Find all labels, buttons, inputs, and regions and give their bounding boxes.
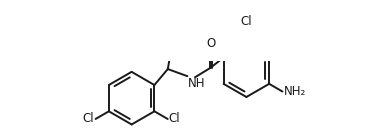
- Text: Cl: Cl: [83, 112, 95, 126]
- Text: O: O: [207, 37, 216, 50]
- Text: NH: NH: [188, 77, 205, 90]
- Text: NH₂: NH₂: [283, 85, 306, 98]
- Text: Cl: Cl: [241, 15, 252, 28]
- Text: Cl: Cl: [169, 112, 180, 126]
